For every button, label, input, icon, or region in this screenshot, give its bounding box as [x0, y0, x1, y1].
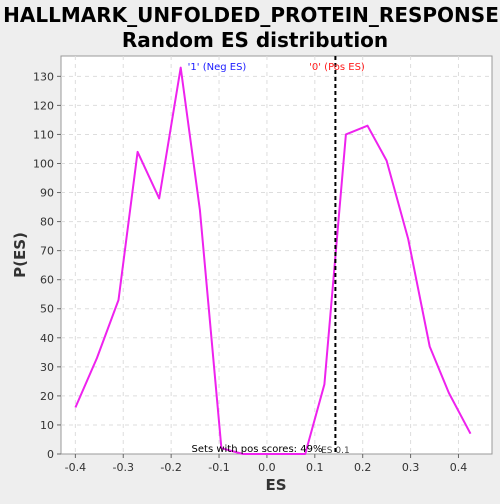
x-tick-label: 0.0	[258, 461, 276, 474]
es-marker-group: ES 0.1	[321, 56, 350, 456]
y-tick-label: 30	[40, 361, 54, 374]
y-tick-label: 0	[47, 448, 54, 461]
y-tick-label: 110	[33, 128, 54, 141]
x-tick-label: 0.3	[402, 461, 420, 474]
grid-lines	[61, 56, 492, 454]
chart-title-line2: Random ES distribution	[122, 28, 388, 52]
y-axis-label: P(ES)	[11, 232, 29, 278]
x-axis-ticks: -0.4 -0.3 -0.2 -0.1 0.0 0.1 0.2 0.3 0.4	[65, 454, 468, 474]
y-tick-label: 70	[40, 245, 54, 258]
y-tick-label: 80	[40, 216, 54, 229]
neg-es-label: '1' (Neg ES)	[188, 62, 247, 73]
x-tick-label: -0.4	[65, 461, 86, 474]
pos-scores-text: Sets with pos scores: 49%	[192, 444, 323, 455]
x-tick-label: -0.3	[113, 461, 134, 474]
es-marker-label: ES 0.1	[321, 446, 350, 456]
y-axis-ticks: 0 10 20 30 40 50 60 70 80 90 100 110 120 130	[33, 70, 61, 461]
y-tick-label: 100	[33, 157, 54, 170]
series-group	[74, 66, 472, 455]
x-tick-label: 0.2	[354, 461, 372, 474]
x-tick-label: 0.1	[306, 461, 324, 474]
x-tick-label: -0.1	[208, 461, 229, 474]
distribution-line	[74, 66, 472, 455]
y-tick-label: 120	[33, 99, 54, 112]
x-axis-label: ES	[265, 476, 286, 494]
plot-area	[60, 55, 493, 455]
chart-title-line1: HALLMARK_UNFOLDED_PROTEIN_RESPONSE:	[3, 3, 500, 27]
x-tick-label: 0.4	[450, 461, 468, 474]
y-tick-label: 40	[40, 332, 54, 345]
y-tick-label: 90	[40, 187, 54, 200]
pos-es-label: '0' (Pos ES)	[309, 62, 365, 73]
y-tick-label: 130	[33, 70, 54, 83]
y-tick-label: 60	[40, 274, 54, 287]
y-tick-label: 10	[40, 419, 54, 432]
x-tick-label: -0.2	[160, 461, 181, 474]
y-tick-label: 20	[40, 390, 54, 403]
y-tick-label: 50	[40, 303, 54, 316]
